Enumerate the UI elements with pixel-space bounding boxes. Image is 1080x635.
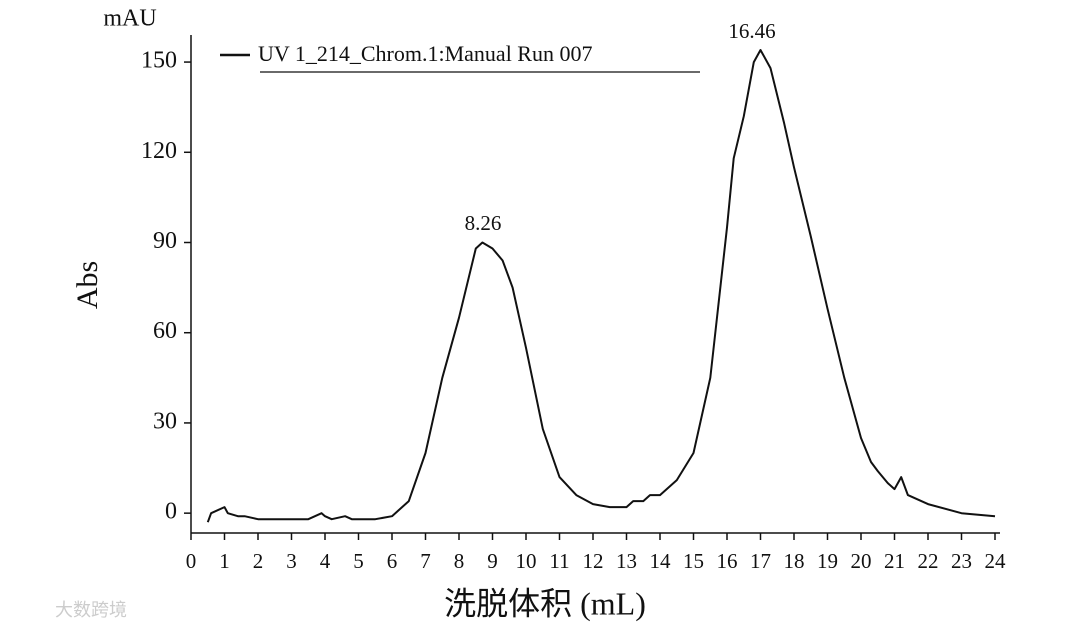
x-tick-label: 20	[851, 549, 872, 573]
x-axis-label: 洗脱体积 (mL)	[444, 585, 646, 621]
x-tick-label: 13	[616, 549, 637, 573]
x-tick-label: 17	[750, 549, 771, 573]
y-tick-label: 90	[153, 228, 177, 254]
x-tick-label: 1	[219, 549, 230, 573]
x-tick-label: 9	[487, 549, 498, 573]
y-tick-label: 60	[153, 318, 177, 344]
x-tick-label: 24	[985, 549, 1007, 573]
x-tick-label: 2	[253, 549, 264, 573]
annotation: 8.26	[465, 211, 502, 235]
y-tick-label: 30	[153, 408, 177, 434]
x-tick-label: 7	[420, 549, 431, 573]
y-unit: mAU	[103, 6, 156, 32]
x-tick-label: 21	[884, 549, 905, 573]
y-tick-label: 0	[165, 499, 177, 525]
x-tick-label: 6	[387, 549, 398, 573]
x-tick-label: 5	[353, 549, 364, 573]
y-tick-label: 120	[141, 138, 177, 164]
x-tick-label: 10	[516, 549, 537, 573]
y-axis-label: Abs	[71, 261, 104, 309]
x-tick-label: 0	[186, 549, 197, 573]
x-tick-label: 4	[320, 549, 331, 573]
x-tick-label: 23	[951, 549, 972, 573]
data-line	[206, 49, 996, 523]
x-tick-label: 3	[286, 549, 297, 573]
x-tick-label: 8	[454, 549, 465, 573]
x-tick-label: 19	[817, 549, 838, 573]
x-tick-label: 16	[717, 549, 738, 573]
x-tick-label: 15	[683, 549, 704, 573]
annotation: 16.46	[728, 19, 775, 43]
x-tick-label: 12	[583, 549, 604, 573]
legend-label: UV 1_214_Chrom.1:Manual Run 007	[258, 41, 592, 66]
y-tick-label: 150	[141, 48, 177, 74]
x-tick-label: 22	[918, 549, 939, 573]
x-tick-label: 14	[650, 549, 672, 573]
x-tick-label: 11	[549, 549, 569, 573]
x-tick-label: 18	[784, 549, 805, 573]
watermark: 大数跨境	[55, 600, 127, 620]
